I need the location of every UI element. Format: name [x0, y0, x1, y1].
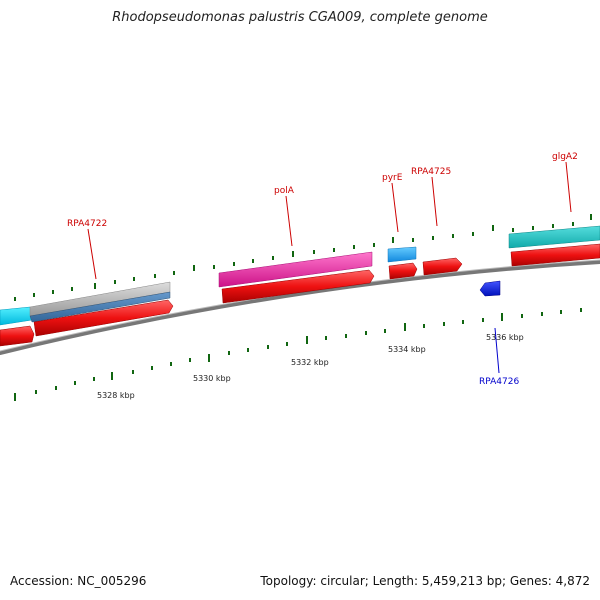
forward-gene-track	[0, 243, 600, 347]
feature-sky-pyre[interactable]	[387, 246, 417, 263]
leader-line-rpa4725	[431, 176, 438, 227]
genome-stats-label: Topology: circular; Length: 5,459,213 bp…	[260, 574, 590, 588]
tick-label-5328: 5328 kbp	[97, 391, 135, 400]
tick-label-5336: 5336 kbp	[486, 333, 524, 342]
gene-arrow-glga2[interactable]	[510, 243, 600, 267]
accession-label: Accession: NC_005296	[10, 574, 147, 588]
gene-arrow-rpa4722[interactable]	[33, 299, 174, 337]
inner-tick-track	[14, 308, 582, 401]
gene-arrow-rpa4726[interactable]	[479, 280, 501, 297]
gene-arrow-pyre[interactable]	[388, 262, 418, 280]
leader-line-rpa4722	[87, 228, 97, 280]
feature-teal-glga2[interactable]	[508, 225, 600, 249]
cog-feature-track	[0, 225, 600, 326]
gene-arrow-pola[interactable]	[221, 269, 375, 304]
gene-label-pola[interactable]: polA	[274, 186, 295, 196]
gene-label-rpa4722[interactable]: RPA4722	[67, 219, 107, 229]
gene-label-rpa4725[interactable]: RPA4725	[411, 167, 451, 177]
feature-steel-rpa4722[interactable]	[29, 291, 171, 323]
map-title: Rhodopseudomonas palustris CGA009, compl…	[112, 10, 488, 25]
feature-magenta-pola[interactable]	[218, 251, 373, 288]
leader-line-glga2	[565, 161, 572, 213]
tick-label-5332: 5332 kbp	[291, 358, 329, 367]
tick-label-5334: 5334 kbp	[388, 345, 426, 354]
leader-line-rpa4726	[494, 327, 500, 374]
gene-arrow-rpa4725[interactable]	[422, 257, 463, 276]
feature-cyan-left[interactable]	[0, 306, 33, 326]
gene-arrow-forward[interactable]	[0, 325, 35, 347]
leader-line-pyre	[391, 182, 399, 233]
outer-tick-track	[14, 214, 592, 301]
tick-label-5330: 5330 kbp	[193, 374, 231, 383]
gene-label-glga2[interactable]: glgA2	[552, 152, 578, 162]
leader-line-pola	[285, 195, 293, 247]
genome-backbone	[0, 260, 600, 355]
gene-label-rpa4726[interactable]: RPA4726	[479, 377, 519, 387]
gene-label-pyre[interactable]: pyrE	[382, 173, 403, 183]
